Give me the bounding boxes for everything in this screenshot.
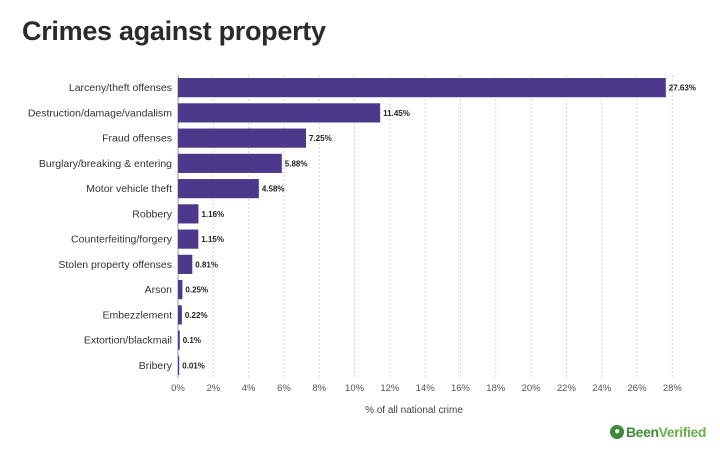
value-label: 0.81%	[195, 260, 218, 269]
category-label: Robbery	[132, 208, 172, 220]
value-label: 4.58%	[262, 185, 285, 194]
x-tick-label: 6%	[277, 383, 291, 394]
value-label: 0.01%	[182, 361, 205, 370]
category-label: Destruction/damage/vandalism	[28, 107, 172, 119]
x-tick-label: 28%	[663, 383, 683, 394]
category-label: Extortion/blackmail	[84, 335, 172, 347]
value-label: 7.25%	[309, 134, 332, 143]
logo-mark-icon: ●	[609, 425, 624, 439]
gridlines	[177, 75, 673, 378]
x-tick-label: 14%	[416, 383, 436, 394]
bar	[178, 78, 666, 98]
value-label: 5.88%	[285, 159, 308, 168]
value-label: 1.15%	[201, 235, 224, 244]
bar	[178, 355, 180, 375]
category-label: Stolen property offenses	[58, 259, 172, 271]
bar	[178, 229, 199, 249]
value-label: 0.22%	[185, 311, 208, 320]
x-tick-label: 16%	[451, 383, 471, 394]
logo-text-part2: Verified	[658, 424, 707, 440]
bar	[178, 254, 193, 274]
value-label: 0.25%	[185, 286, 208, 295]
bar	[178, 179, 259, 199]
x-axis-ticks: 0% 2% 4% 6% 8% 10% 12% 14% 16% 18% 20% 22% 24% 26% 28%	[171, 383, 682, 394]
x-tick-label: 4%	[242, 383, 256, 394]
bar	[178, 280, 183, 300]
value-label: 11.45%	[383, 109, 410, 118]
category-label: Larceny/theft offenses	[69, 82, 172, 94]
logo-text-part1: Been	[625, 424, 659, 440]
category-label: Motor vehicle theft	[86, 183, 172, 195]
bars	[178, 78, 666, 375]
bar	[178, 103, 381, 123]
x-tick-label: 8%	[312, 383, 326, 394]
category-label: Embezzlement	[103, 309, 173, 321]
x-tick-label: 2%	[206, 383, 220, 394]
bar	[178, 330, 180, 350]
x-tick-label: 10%	[345, 383, 365, 394]
x-tick-label: 12%	[380, 383, 400, 394]
value-label: 0.1%	[183, 336, 201, 345]
x-axis-title: % of all national crime	[365, 405, 463, 416]
bar	[178, 305, 182, 325]
x-tick-label: 20%	[522, 383, 542, 394]
category-label: Bribery	[139, 360, 173, 372]
x-tick-label: 24%	[592, 383, 612, 394]
value-label: 1.16%	[201, 210, 224, 219]
value-label: 27.63%	[669, 84, 696, 93]
brand-logo: ● Been Verified	[609, 424, 707, 440]
x-tick-label: 0%	[171, 383, 185, 394]
category-label: Burglary/breaking & entering	[39, 158, 172, 170]
x-tick-label: 26%	[628, 383, 648, 394]
bar	[178, 204, 199, 224]
chart-title: Crimes against property	[22, 16, 326, 46]
bar	[178, 128, 306, 148]
category-labels: Larceny/theft offenses Destruction/damage…	[28, 82, 173, 372]
value-labels: 27.63% 11.45% 7.25% 5.88% 4.58% 1.16% 1.15% 0.8…	[182, 84, 696, 371]
category-label: Arson	[145, 284, 173, 296]
category-label: Fraud offenses	[102, 133, 172, 145]
x-tick-label: 18%	[486, 383, 506, 394]
category-label: Counterfeiting/forgery	[71, 234, 173, 246]
bar	[178, 153, 282, 173]
x-tick-label: 22%	[557, 383, 577, 394]
